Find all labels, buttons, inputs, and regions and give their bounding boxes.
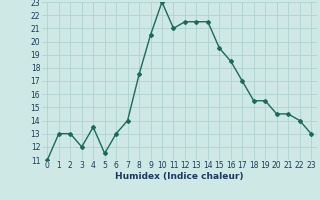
X-axis label: Humidex (Indice chaleur): Humidex (Indice chaleur) [115, 172, 244, 181]
